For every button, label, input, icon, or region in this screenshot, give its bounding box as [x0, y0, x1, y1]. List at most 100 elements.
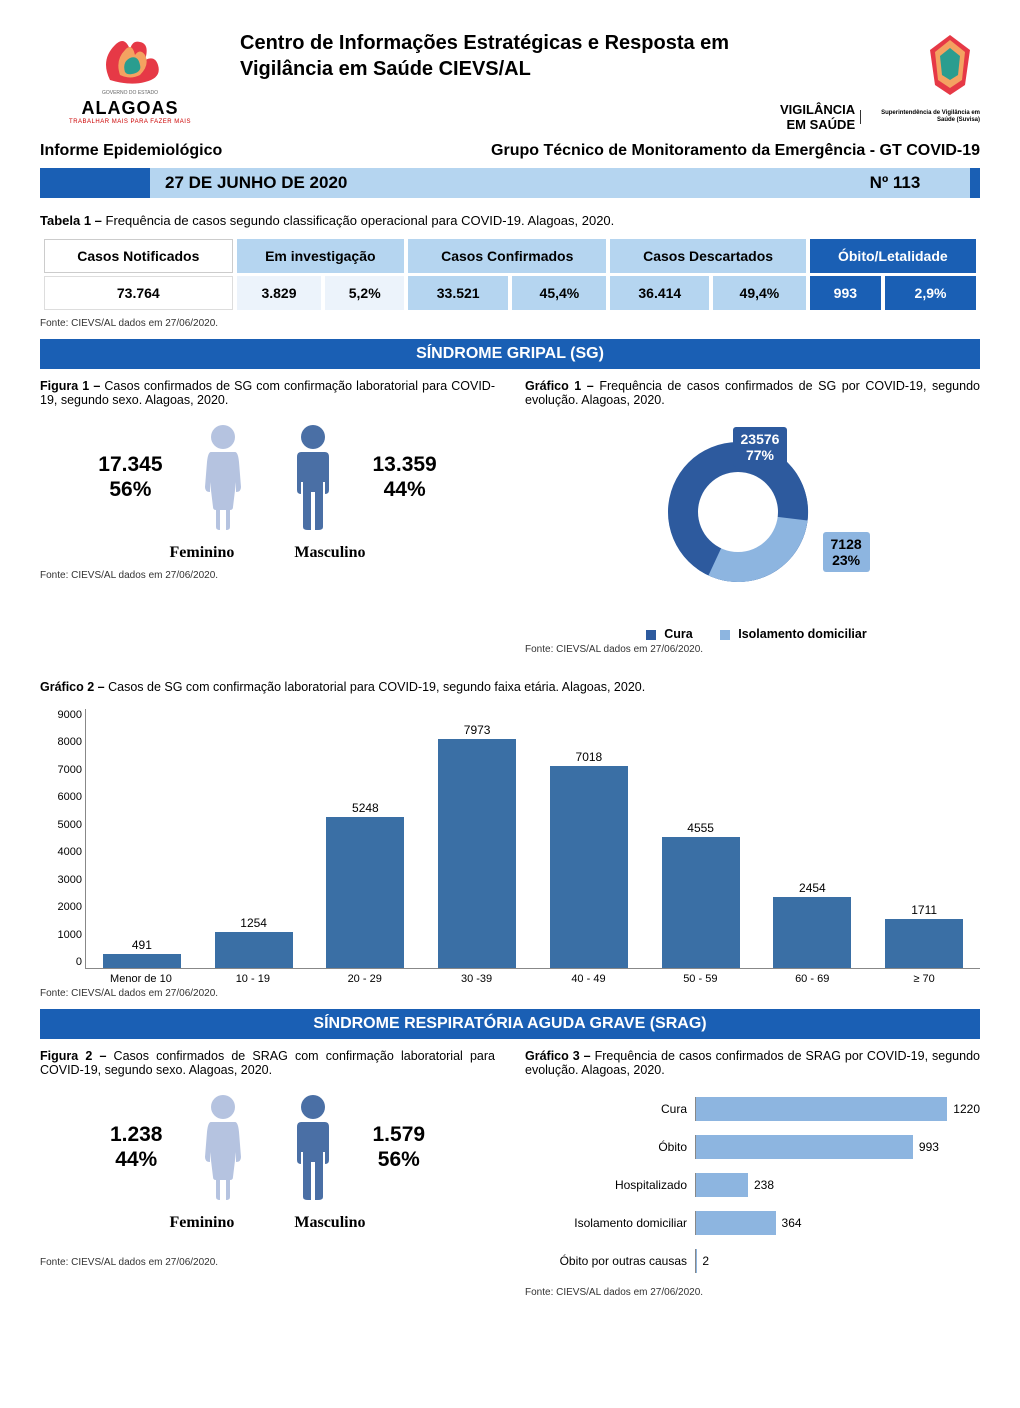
fig2-masc-label: Masculino — [294, 1214, 365, 1232]
hbar-label: Óbito — [525, 1140, 695, 1154]
bar-x-label: 50 - 59 — [644, 973, 756, 985]
td-investigacao-pct: 5,2% — [325, 276, 404, 310]
section-sg-bar: SÍNDROME GRIPAL (SG) — [40, 339, 980, 369]
donut-label-cura: 2357677% — [733, 427, 788, 467]
hbar-track: 993 — [695, 1135, 980, 1159]
fig2-masc-pct: 56% — [373, 1147, 426, 1172]
hbar-fill — [696, 1135, 913, 1159]
hbar-value: 1220 — [953, 1102, 980, 1116]
female-icon — [193, 1092, 253, 1202]
bar-rect — [662, 837, 740, 968]
td-notificados: 73.764 — [44, 276, 233, 310]
vig-sub: Superintendência de Vigilância em Saúde … — [860, 110, 980, 123]
bar-rect — [215, 932, 293, 968]
table1-caption: Tabela 1 – Frequência de casos segundo c… — [40, 213, 980, 228]
fig1-fem-pct: 56% — [98, 477, 162, 502]
alagoas-logo: GOVERNO DO ESTADO ALAGOAS TRABALHAR MAIS… — [40, 30, 220, 125]
vig-text-2: EM SAÚDE — [780, 117, 855, 132]
figura2-col: Figura 2 – Casos confirmados de SRAG com… — [40, 1049, 495, 1308]
number-text: Nº 113 — [820, 168, 970, 198]
table1-fonte: Fonte: CIEVS/AL dados em 27/06/2020. — [40, 318, 980, 329]
hbar-track: 2 — [695, 1249, 980, 1273]
fig1-caption-text: Casos confirmados de SG com confirmação … — [40, 379, 495, 407]
male-icon — [283, 1092, 343, 1202]
td-investigacao-n: 3.829 — [237, 276, 322, 310]
fig2-fonte: Fonte: CIEVS/AL dados em 27/06/2020. — [40, 1257, 495, 1268]
hbar-row: Cura1220 — [525, 1097, 980, 1121]
bar-rect — [885, 919, 963, 968]
bar-col: 4555 — [645, 709, 757, 968]
bar-rect — [103, 954, 181, 968]
fig2-fem-n: 1.238 — [110, 1122, 163, 1147]
bar-col: 491 — [86, 709, 198, 968]
bar-rect — [773, 897, 851, 968]
hbar-fill — [696, 1211, 776, 1235]
alagoas-logo-text: ALAGOAS — [82, 98, 179, 119]
th-obitos: Óbito/Letalidade — [810, 239, 976, 273]
donut-label-iso: 712823% — [823, 532, 870, 572]
legend-iso: Isolamento domiciliar — [738, 627, 867, 641]
td-confirmados-n: 33.521 — [408, 276, 508, 310]
date-bar: 27 DE JUNHO DE 2020 Nº 113 — [40, 168, 980, 198]
bar-value: 1711 — [911, 903, 937, 917]
hbar-row: Óbito 993 — [525, 1135, 980, 1159]
fig1-caption-prefix: Figura 1 – — [40, 379, 104, 393]
graf2-caption: Gráfico 2 – Casos de SG com confirmação … — [40, 680, 980, 694]
header-row: GOVERNO DO ESTADO ALAGOAS TRABALHAR MAIS… — [40, 30, 980, 132]
hbar-track: 238 — [695, 1173, 980, 1197]
bar-col: 1254 — [198, 709, 310, 968]
fig1-masc-pct: 44% — [373, 477, 437, 502]
hbar-value: 364 — [782, 1216, 802, 1230]
male-icon — [283, 422, 343, 532]
date-text: 27 DE JUNHO DE 2020 — [150, 168, 820, 198]
hbar-fill — [696, 1173, 748, 1197]
fig1-fonte: Fonte: CIEVS/AL dados em 27/06/2020. — [40, 570, 495, 581]
bar-x-label: 10 - 19 — [197, 973, 309, 985]
date-accent — [40, 168, 150, 198]
main-title: Centro de Informações Estratégicas e Res… — [240, 30, 760, 82]
subhead-row: Informe Epidemiológico Grupo Técnico de … — [40, 142, 980, 160]
grupo-label: Grupo Técnico de Monitoramento da Emergê… — [491, 142, 980, 160]
td-descartados-pct: 49,4% — [713, 276, 806, 310]
hbar-track: 364 — [695, 1211, 980, 1235]
table1: Casos Notificados Em investigação Casos … — [40, 236, 980, 313]
bar-y-axis: 9000 8000 7000 6000 5000 4000 3000 2000 … — [44, 709, 82, 968]
fig1-fem-n: 17.345 — [98, 452, 162, 477]
figura1-caption: Figura 1 – Casos confirmados de SG com c… — [40, 379, 495, 407]
donut-legend: Cura Isolamento domiciliar — [525, 627, 980, 641]
td-confirmados-pct: 45,4% — [512, 276, 606, 310]
bar-value: 4555 — [687, 821, 714, 835]
grafico1-col: Gráfico 1 – Frequência de casos confirma… — [525, 379, 980, 665]
bar-x-label: ≥ 70 — [868, 973, 980, 985]
th-investigacao: Em investigação — [237, 239, 404, 273]
td-obitos-n: 993 — [810, 276, 881, 310]
fig1-fem-label: Feminino — [169, 544, 234, 562]
hbar-value: 993 — [919, 1140, 939, 1154]
bar-rect — [550, 766, 628, 968]
hbar-label: Hospitalizado — [525, 1178, 695, 1192]
th-confirmados: Casos Confirmados — [408, 239, 606, 273]
figura2-caption: Figura 2 – Casos confirmados de SRAG com… — [40, 1049, 495, 1077]
fig2-fem-label: Feminino — [169, 1214, 234, 1232]
bar-col: 5248 — [310, 709, 422, 968]
fig1-masc-n: 13.359 — [373, 452, 437, 477]
alagoas-shape-icon — [90, 30, 170, 90]
graf2-caption-prefix: Gráfico 2 – — [40, 680, 108, 694]
alagoas-logo-sub: TRABALHAR MAIS PARA FAZER MAIS — [69, 119, 191, 125]
hbar-label: Isolamento domiciliar — [525, 1216, 695, 1230]
number-accent — [970, 168, 980, 198]
th-descartados: Casos Descartados — [610, 239, 805, 273]
alagoas-gov-text: GOVERNO DO ESTADO — [102, 90, 158, 96]
bar-x-label: 30 -39 — [421, 973, 533, 985]
bar-chart: 9000 8000 7000 6000 5000 4000 3000 2000 … — [85, 709, 980, 969]
hbar-fill — [696, 1097, 947, 1121]
informe-label: Informe Epidemiológico — [40, 142, 222, 160]
grafico3-col: Gráfico 3 – Frequência de casos confirma… — [525, 1049, 980, 1308]
td-obitos-pct: 2,9% — [885, 276, 976, 310]
bar-value: 5248 — [352, 801, 379, 815]
hbar-value: 238 — [754, 1178, 774, 1192]
vig-text-1: VIGILÂNCIA — [780, 102, 855, 117]
female-icon — [193, 422, 253, 532]
legend-cura: Cura — [664, 627, 692, 641]
bar-col: 1711 — [868, 709, 980, 968]
